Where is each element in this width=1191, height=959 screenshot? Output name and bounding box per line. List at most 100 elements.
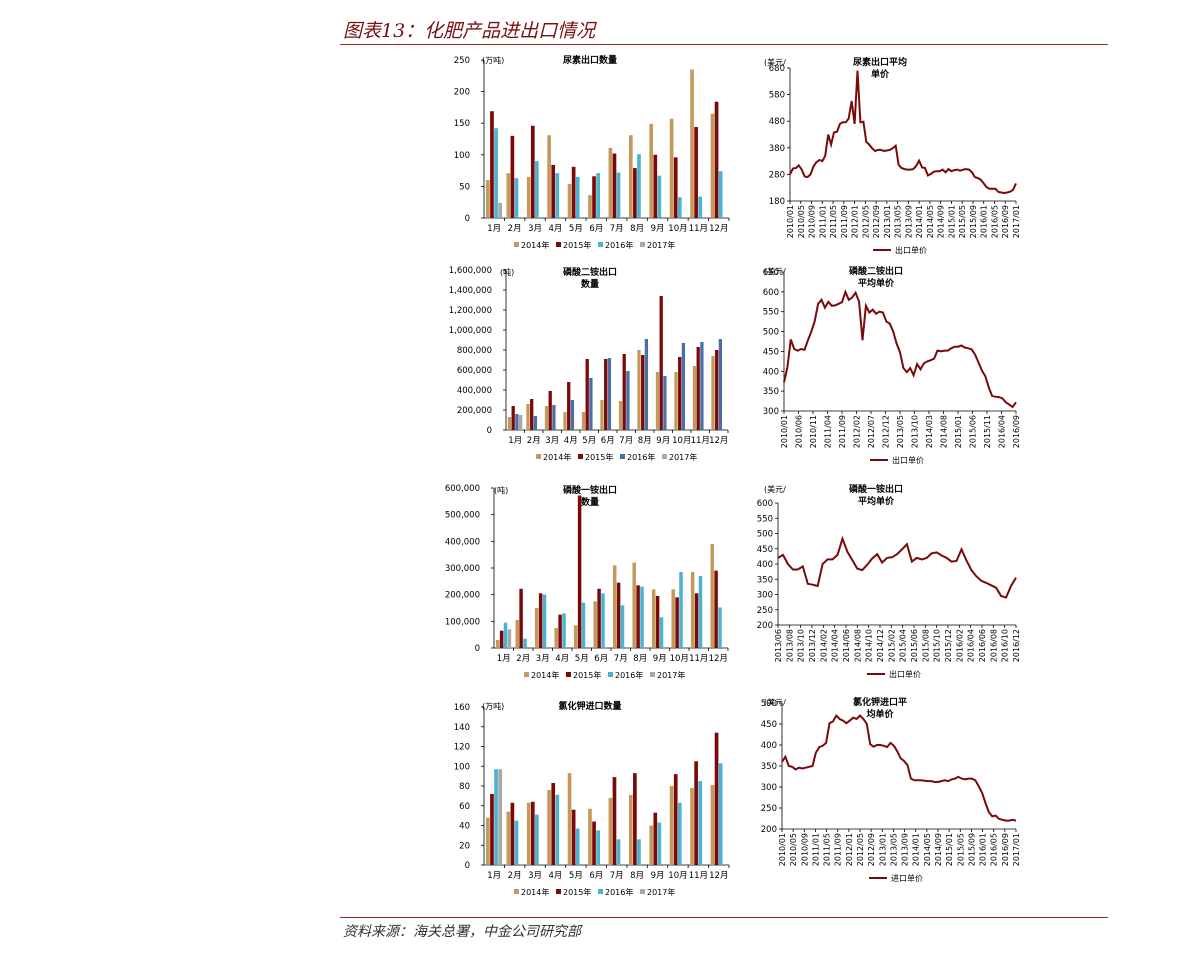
legend-swatch — [556, 889, 561, 894]
bar — [673, 157, 678, 218]
bar — [616, 172, 621, 218]
bar — [592, 176, 596, 218]
x-tick-label: 1月 — [487, 224, 501, 234]
bar — [632, 562, 636, 648]
y-tick-label: 140 — [454, 723, 470, 733]
bar — [696, 347, 700, 430]
bar — [636, 585, 640, 648]
y-tick-label: 600 — [763, 288, 779, 298]
x-tick-label: 2014/10 — [865, 629, 874, 662]
bar — [551, 164, 556, 218]
bar — [663, 376, 667, 430]
x-tick-label: 2013/01 — [883, 205, 892, 238]
bar — [555, 173, 560, 218]
x-tick-label: 2015/05 — [958, 205, 967, 238]
bar — [542, 594, 547, 648]
bar — [681, 343, 686, 430]
x-tick-label: 2015/12 — [944, 629, 953, 662]
legend-swatch — [662, 454, 667, 459]
bar — [510, 802, 515, 865]
y-tick-label: 100 — [454, 762, 470, 772]
figure-title: 图表13：化肥产品进出口情况 — [343, 20, 596, 42]
bar — [490, 111, 494, 218]
bar — [498, 202, 502, 218]
bar — [494, 769, 498, 865]
bar — [498, 769, 502, 865]
x-tick-label: 10月 — [672, 436, 691, 446]
series-line — [781, 713, 1017, 822]
legend-label: 2014年 — [543, 452, 571, 462]
x-tick-label: 2015/06 — [910, 629, 919, 662]
bar — [581, 412, 586, 430]
y-tick-label: 300 — [763, 407, 779, 417]
x-tick-label: 2012/05 — [856, 833, 865, 866]
unit-label: (美元/ — [764, 697, 786, 707]
legend-label: 2015年 — [563, 887, 591, 897]
x-tick-label: 2012/05 — [861, 205, 870, 238]
x-tick-label: 2016/10 — [1001, 629, 1010, 662]
x-tick-label: 8月 — [633, 654, 647, 664]
y-tick-label: 400,000 — [445, 537, 480, 547]
x-tick-label: 4月 — [555, 654, 569, 664]
bar — [547, 135, 551, 218]
x-tick-label: 2012/07 — [867, 415, 876, 448]
bar — [677, 802, 682, 865]
x-tick-label: 2014/08 — [940, 415, 949, 448]
x-tick-label: 10月 — [670, 654, 689, 664]
bar — [526, 802, 531, 865]
y-tick-label: 580 — [769, 91, 785, 101]
legend-label: 2014年 — [521, 240, 549, 250]
x-tick-label: 2014/09 — [934, 833, 943, 866]
x-tick-label: 2013/08 — [785, 629, 794, 662]
bar — [526, 176, 531, 218]
x-tick-label: 2016/05 — [990, 833, 999, 866]
bar — [562, 613, 566, 648]
y-tick-label: 60 — [459, 802, 470, 812]
x-tick-label: 7月 — [619, 436, 633, 446]
x-tick-label: 2016/12 — [1012, 629, 1021, 662]
bar — [535, 161, 539, 218]
bar — [499, 630, 504, 648]
x-tick-label: 2011/09 — [838, 415, 847, 448]
legend-label: 2016年 — [605, 240, 633, 250]
bar — [486, 817, 490, 865]
y-tick-label: 480 — [769, 117, 785, 127]
bar — [567, 382, 571, 430]
x-tick-label: 2010/01 — [780, 415, 789, 448]
bar — [551, 783, 556, 865]
bar — [589, 378, 593, 430]
bar — [555, 794, 560, 865]
bar — [604, 359, 608, 430]
x-tick-label: 2013/10 — [797, 629, 806, 662]
x-tick-label: 2015/02 — [887, 629, 896, 662]
bar — [675, 597, 679, 648]
x-tick-label: 8月 — [638, 436, 652, 446]
bar — [514, 820, 519, 865]
map-export-qty-chart: 0 100,000 200,000 300,000 400,000 500,000 600,… — [445, 484, 729, 680]
bar — [653, 154, 658, 218]
bar — [690, 572, 695, 648]
legend-swatch — [578, 454, 583, 459]
x-tick-label: 3月 — [528, 871, 542, 881]
source-note: 资料来源：海关总署，中金公司研究部 — [343, 924, 581, 940]
y-tick-label: 350 — [763, 387, 779, 397]
legend-swatch — [524, 672, 529, 677]
bar — [711, 356, 715, 430]
bar — [714, 570, 718, 648]
bar — [607, 358, 612, 430]
x-tick-label: 2015/10 — [933, 629, 942, 662]
bar — [690, 787, 694, 865]
legend-label: 2015年 — [563, 240, 591, 250]
bar — [515, 414, 519, 430]
x-tick-label: 2011/01 — [818, 205, 827, 238]
y-tick-label: 500 — [757, 530, 773, 540]
unit-label: (美元/ — [764, 484, 786, 494]
legend-label: 出口单价 — [889, 669, 921, 679]
bar — [718, 339, 723, 430]
y-tick-label: 200,000 — [445, 591, 480, 601]
y-tick-label: 450 — [763, 347, 779, 357]
x-tick-label: 8月 — [630, 871, 644, 881]
unit-label: (美元/ — [764, 266, 786, 276]
bar — [506, 173, 511, 218]
bar — [698, 576, 703, 648]
